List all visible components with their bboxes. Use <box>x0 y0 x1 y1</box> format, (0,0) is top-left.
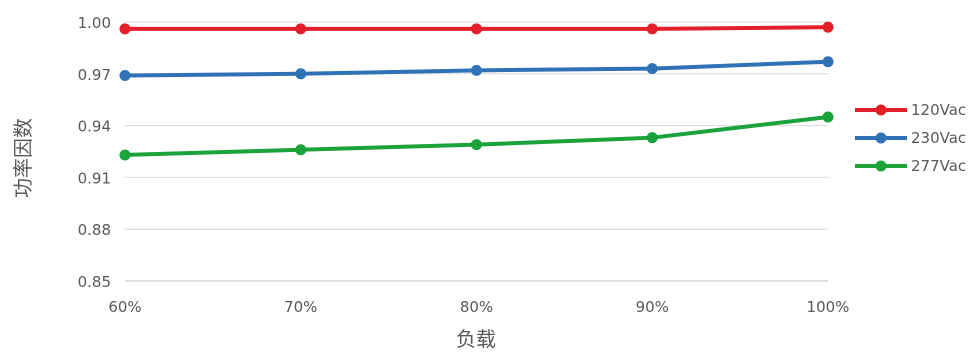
x-axis-title: 负载 <box>456 327 496 351</box>
y-tick-label: 0.88 <box>78 221 111 239</box>
legend-swatch-marker <box>875 132 887 144</box>
legend: 120Vac 230Vac 277Vac <box>855 101 966 175</box>
y-tick-label: 1.00 <box>78 14 111 32</box>
data-point <box>119 149 131 161</box>
x-tick-label: 100% <box>807 298 850 316</box>
x-tick-label: 80% <box>460 298 493 316</box>
data-point <box>119 23 131 35</box>
data-point <box>822 21 834 33</box>
data-point <box>471 139 482 151</box>
legend-item: 277Vac <box>855 157 966 175</box>
x-tick-label: 60% <box>108 298 141 316</box>
y-tick-label: 0.94 <box>78 118 111 136</box>
series <box>119 111 834 161</box>
data-point <box>295 68 307 80</box>
legend-label: 120Vac <box>911 101 966 119</box>
series <box>119 56 834 82</box>
legend-label: 230Vac <box>911 129 966 147</box>
data-point <box>822 111 834 123</box>
y-tick-label: 0.85 <box>78 273 111 291</box>
y-axis-ticks: 0.85 0.88 0.91 0.94 0.97 1.00 <box>78 14 111 291</box>
legend-swatch-marker <box>875 160 887 172</box>
y-tick-label: 0.91 <box>78 169 111 187</box>
series-group <box>119 21 834 161</box>
data-point <box>119 70 131 82</box>
y-axis-title: 功率因数 <box>11 118 35 198</box>
data-point <box>822 56 834 68</box>
x-axis-ticks: 60% 70% 80% 90% 100% <box>108 298 849 316</box>
x-tick-label: 90% <box>636 298 669 316</box>
legend-item: 230Vac <box>855 129 966 147</box>
data-point <box>471 64 482 76</box>
data-point <box>295 144 307 156</box>
data-point <box>646 23 658 35</box>
data-point <box>471 23 482 35</box>
data-point <box>646 63 658 75</box>
legend-swatch-marker <box>875 104 887 116</box>
data-point <box>646 132 658 144</box>
data-point <box>295 23 307 35</box>
legend-label: 277Vac <box>911 157 966 175</box>
y-tick-label: 0.97 <box>78 66 111 84</box>
series <box>119 21 834 35</box>
legend-item: 120Vac <box>855 101 966 119</box>
x-tick-label: 70% <box>284 298 317 316</box>
